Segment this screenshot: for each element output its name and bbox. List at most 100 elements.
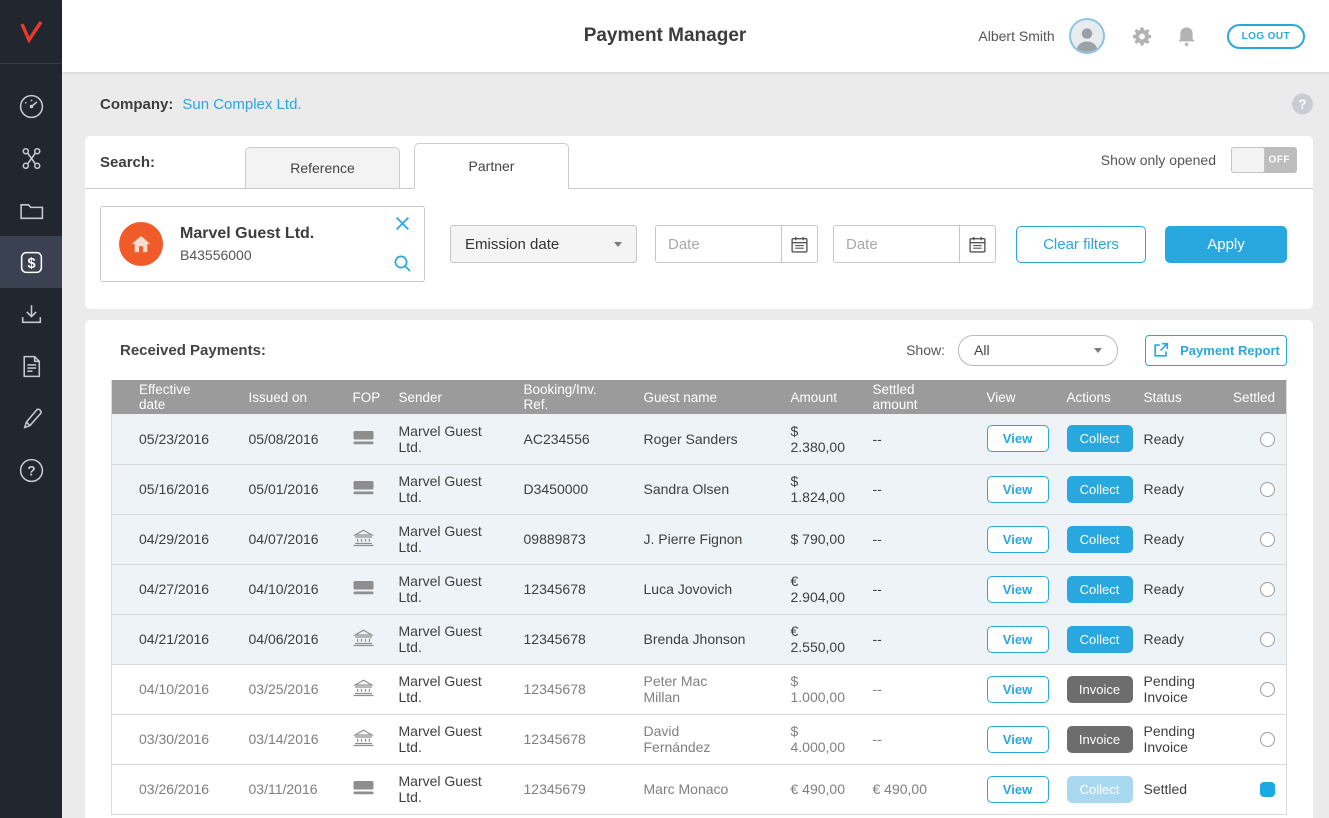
view-button[interactable]: View xyxy=(986,625,1049,653)
issued-on-cell: 03/14/2016 xyxy=(218,714,319,765)
booking-ref-cell: 12345679 xyxy=(493,764,614,815)
sidebar-item-downloads[interactable] xyxy=(0,288,62,340)
settled-checkbox[interactable] xyxy=(1260,482,1275,498)
partner-name: Marvel Guest Ltd. xyxy=(180,225,315,242)
partner-info: Marvel Guest Ltd. B43556000 xyxy=(180,225,314,263)
payment-row: 04/27/2016 04/10/2016 Marvel Guest Ltd. 123… xyxy=(111,564,1287,615)
sidebar-item-dashboard[interactable] xyxy=(0,80,62,132)
clear-filters-button[interactable]: Clear filters xyxy=(1016,225,1146,263)
partner-chip: Marvel Guest Ltd. B43556000 xyxy=(100,206,425,282)
view-cell: View xyxy=(960,464,1049,515)
view-button[interactable]: View xyxy=(986,675,1049,703)
view-button[interactable]: View xyxy=(986,475,1049,503)
view-cell: View xyxy=(960,714,1049,765)
search-partner-icon[interactable] xyxy=(393,254,412,273)
settled-checkbox[interactable] xyxy=(1260,582,1275,598)
sender-cell: Marvel Guest Ltd. xyxy=(368,664,494,715)
guest-name-cell: J. Pierre Fignon xyxy=(613,514,746,565)
export-icon xyxy=(1154,342,1169,357)
collect-button[interactable]: Collect xyxy=(1066,475,1133,503)
sidebar-item-folders[interactable] xyxy=(0,184,62,236)
amount-cell: € 2.904,00 xyxy=(745,564,849,615)
view-button[interactable]: View xyxy=(986,525,1049,553)
top-header: Payment Manager Albert Smith xyxy=(62,0,1329,72)
settled-checkbox[interactable] xyxy=(1260,732,1275,748)
settled-cell xyxy=(1231,764,1287,815)
date-field-select[interactable]: Emission date xyxy=(450,225,637,263)
column-header-booking-inv-ref-: Booking/Inv. Ref. xyxy=(493,380,614,414)
issued-on-cell: 05/08/2016 xyxy=(218,414,319,465)
user-avatar[interactable] xyxy=(1068,18,1105,54)
date-to-input[interactable] xyxy=(834,226,959,262)
calendar-icon[interactable] xyxy=(959,226,995,262)
remove-partner-icon[interactable] xyxy=(394,215,411,232)
column-header-actions: Actions xyxy=(1043,380,1130,414)
notifications-bell-icon[interactable] xyxy=(1176,25,1197,48)
booking-ref-cell: 12345678 xyxy=(493,664,614,715)
help-icon[interactable]: ? xyxy=(1292,93,1313,115)
bank-icon xyxy=(352,679,374,696)
sender-cell: Marvel Guest Ltd. xyxy=(368,414,494,465)
payment-row: 04/10/2016 03/25/2016 Marvel Guest Ltd. 123… xyxy=(111,664,1287,715)
fop-cell xyxy=(318,514,374,565)
logout-button[interactable]: LOG OUT xyxy=(1226,23,1305,49)
show-filter-value: All xyxy=(974,342,990,358)
collect-button[interactable]: Collect xyxy=(1066,575,1133,603)
settled-checkbox[interactable] xyxy=(1260,432,1275,448)
payment-row: 04/21/2016 04/06/2016 Marvel Guest Ltd. 123… xyxy=(111,614,1287,665)
effective-date-cell: 05/23/2016 xyxy=(111,414,219,465)
payment-report-button[interactable]: Payment Report xyxy=(1145,334,1287,366)
settled-checkbox[interactable] xyxy=(1260,532,1275,548)
column-header-status: Status xyxy=(1129,380,1232,414)
tab-reference[interactable]: Reference xyxy=(245,147,400,188)
sidebar-item-documents[interactable] xyxy=(0,340,62,392)
collect-button[interactable]: Collect xyxy=(1066,525,1133,553)
settled-amount-cell: -- xyxy=(848,714,961,765)
settings-gear-icon[interactable] xyxy=(1131,25,1154,48)
view-cell: View xyxy=(960,514,1049,565)
app-logo xyxy=(0,0,62,64)
company-link[interactable]: Sun Complex Ltd. xyxy=(182,95,302,113)
amount-cell: € 2.550,00 xyxy=(745,614,849,665)
tab-partner[interactable]: Partner xyxy=(414,143,569,189)
invoice-button[interactable]: Invoice xyxy=(1066,675,1133,703)
sidebar-item-payments[interactable]: $ xyxy=(0,236,62,288)
fop-cell xyxy=(318,564,373,615)
payments-title: Received Payments: xyxy=(120,341,266,359)
collect-button: Collect xyxy=(1066,775,1133,803)
issued-on-cell: 04/06/2016 xyxy=(218,614,319,665)
date-from-input[interactable] xyxy=(656,226,781,262)
settled-checkbox[interactable] xyxy=(1260,682,1275,698)
date-from-field xyxy=(655,225,818,263)
issued-on-cell: 05/01/2016 xyxy=(218,464,319,515)
calendar-icon[interactable] xyxy=(781,226,817,262)
sidebar-item-connections[interactable] xyxy=(0,132,62,184)
folder-icon xyxy=(19,203,43,219)
apply-button[interactable]: Apply xyxy=(1165,225,1287,263)
view-button[interactable]: View xyxy=(986,575,1049,603)
sidebar-item-edit[interactable] xyxy=(0,392,62,444)
download-icon xyxy=(21,304,41,323)
collect-button[interactable]: Collect xyxy=(1066,425,1133,453)
actions-cell: Collect xyxy=(1043,514,1133,565)
view-button[interactable]: View xyxy=(986,725,1049,753)
show-filter-select[interactable]: All xyxy=(958,334,1118,366)
settled-amount-cell: -- xyxy=(848,564,961,615)
sidebar-item-help[interactable]: ? xyxy=(0,444,62,496)
show-only-opened-toggle[interactable]: OFF xyxy=(1231,147,1297,173)
collect-button[interactable]: Collect xyxy=(1066,625,1133,653)
view-cell: View xyxy=(960,414,1049,465)
settled-checkbox[interactable] xyxy=(1260,632,1275,648)
booking-ref-cell: D3450000 xyxy=(493,464,614,515)
settled-checkbox[interactable] xyxy=(1260,782,1275,798)
guest-name-cell: David Fernández xyxy=(613,714,746,765)
help-circle-icon: ? xyxy=(19,458,43,482)
brand-v-logo-icon xyxy=(20,20,43,44)
invoice-button[interactable]: Invoice xyxy=(1066,725,1133,753)
booking-ref-cell: 12345678 xyxy=(493,714,614,765)
fop-cell xyxy=(318,764,373,815)
view-button[interactable]: View xyxy=(986,425,1049,453)
amount-cell: $ 1.824,00 xyxy=(745,464,849,515)
view-button[interactable]: View xyxy=(986,775,1049,803)
